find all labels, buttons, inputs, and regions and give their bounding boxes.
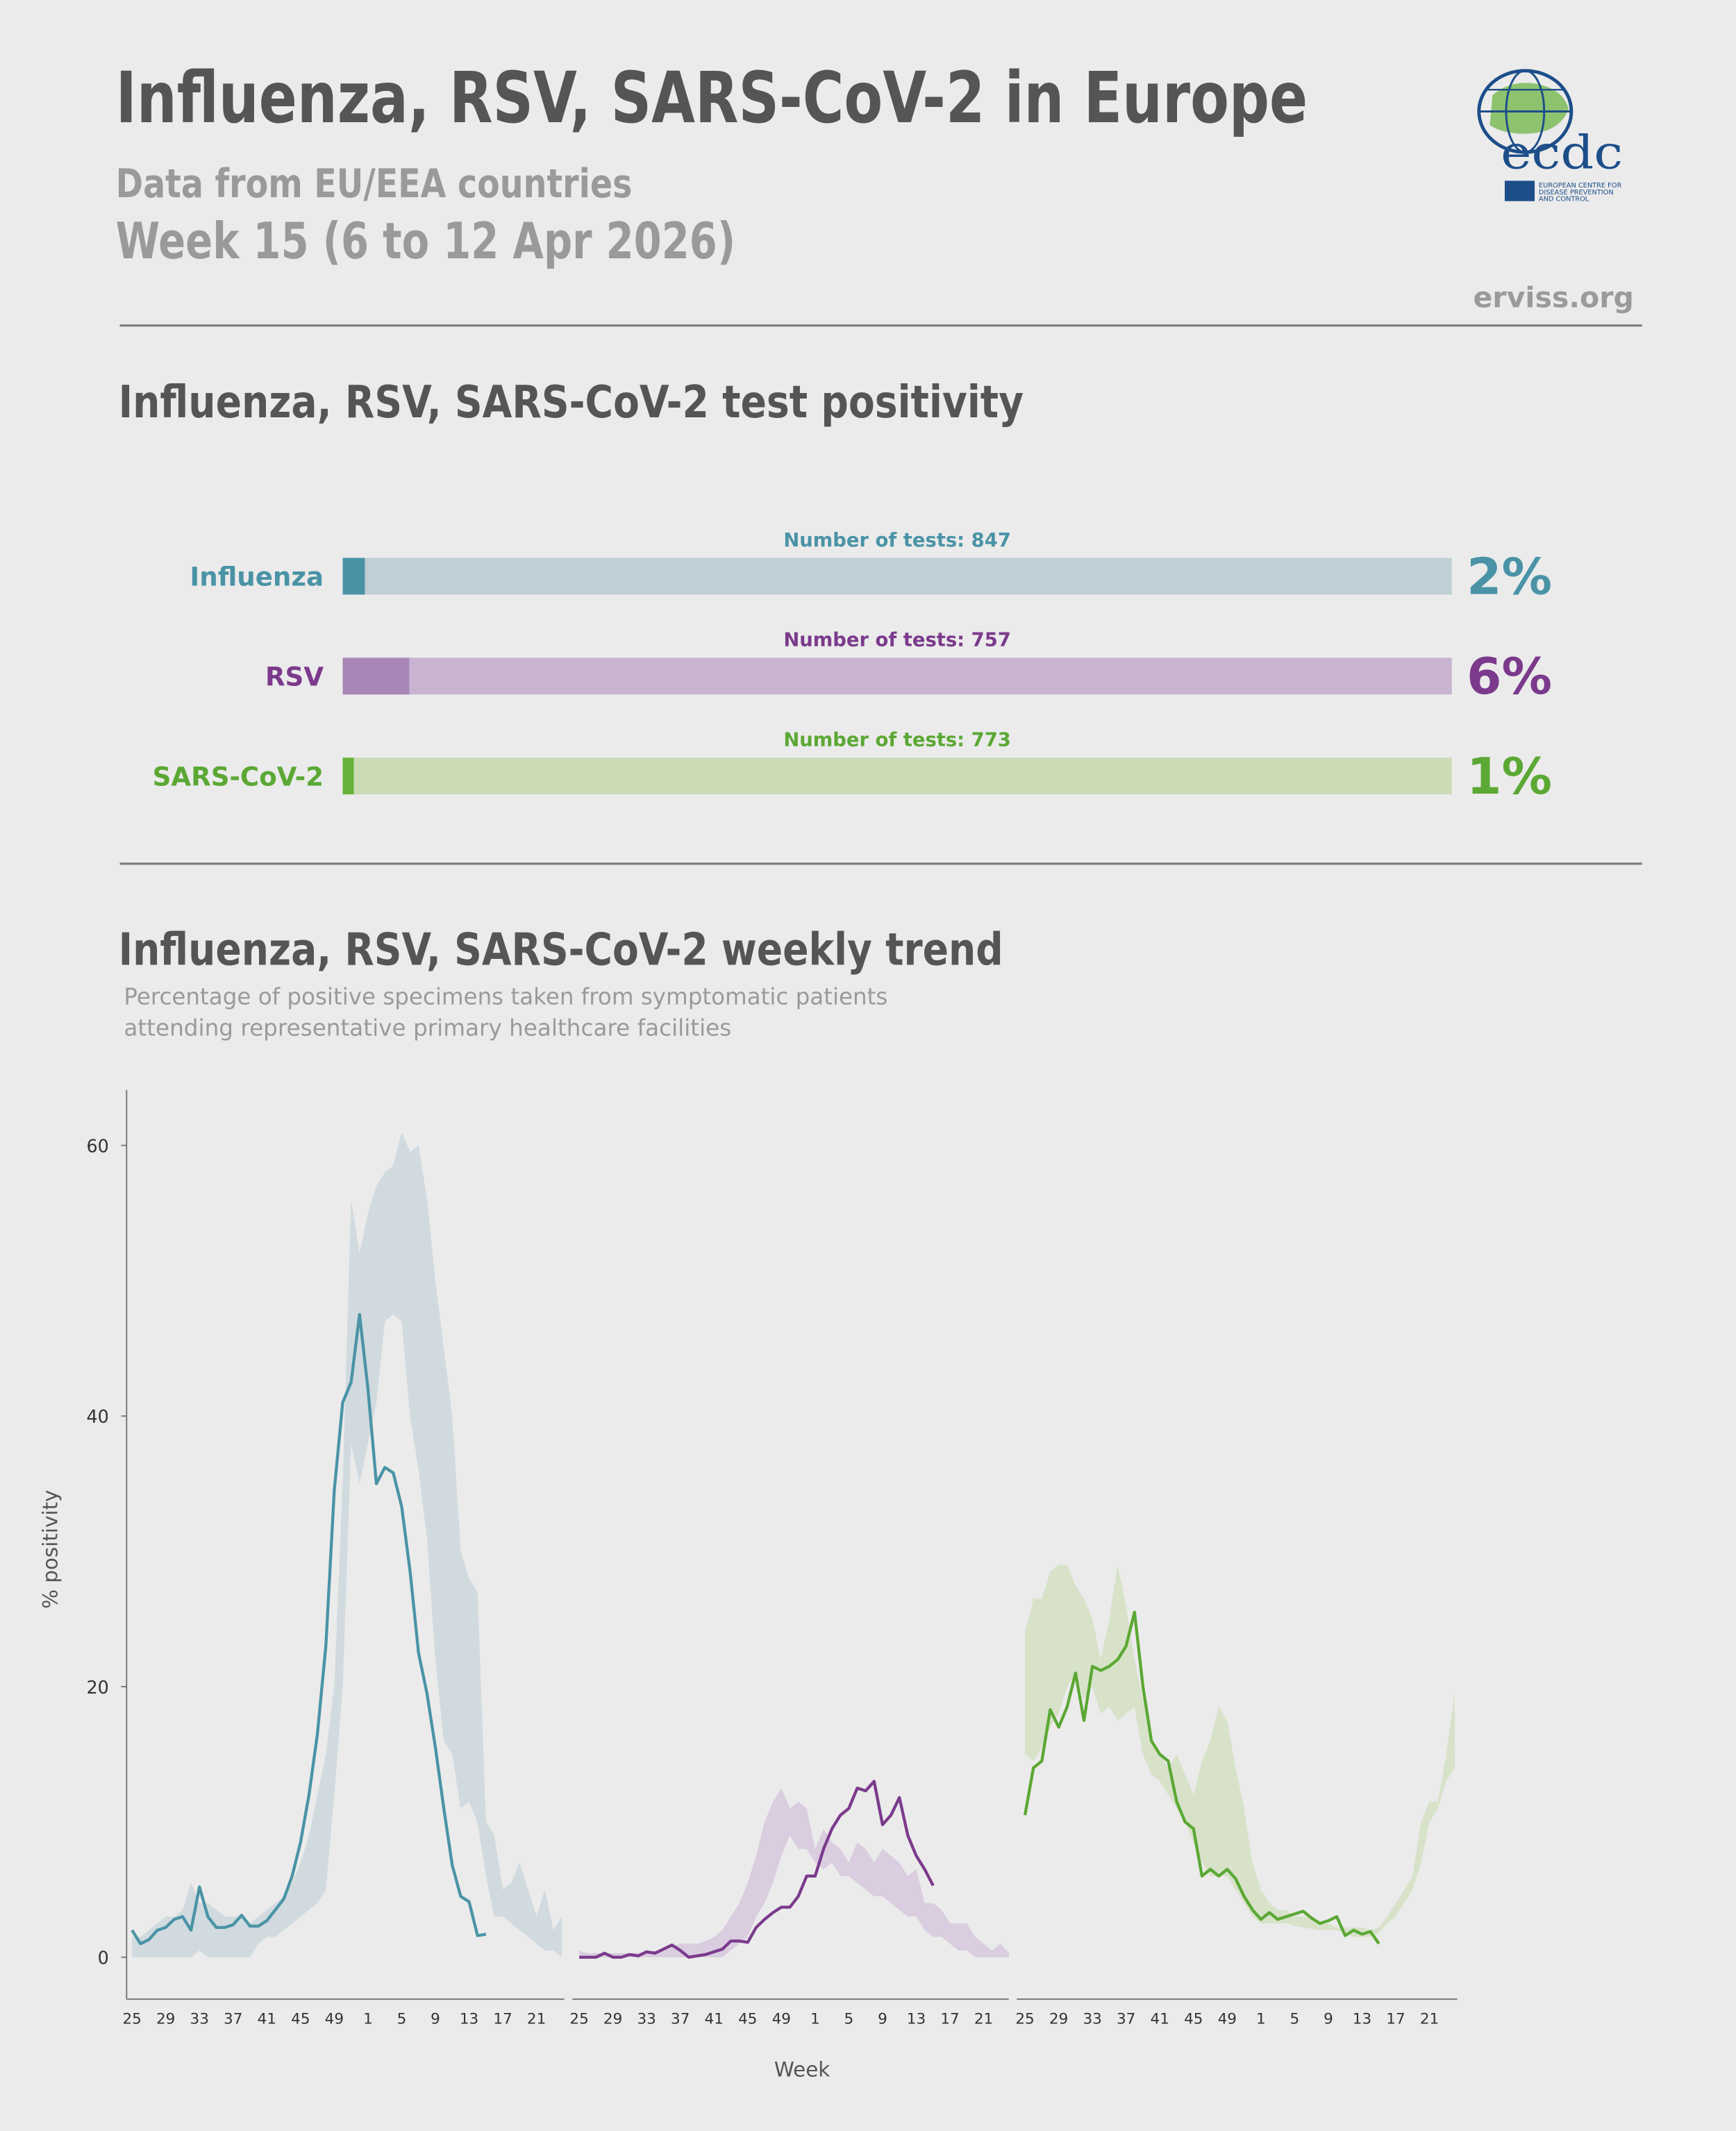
value-label: 2% (1467, 548, 1552, 606)
x-tick-label: 13 (460, 2010, 478, 2028)
logo-text: EUROPEAN CENTRE FOR (1539, 182, 1622, 190)
x-tick-label: 1 (1256, 2010, 1266, 2028)
x-tick-label: 29 (156, 2010, 175, 2028)
source-label: erviss.org (1473, 281, 1633, 314)
value-label: 6% (1467, 648, 1552, 706)
positivity-bars: Influenza Number of tests: 847 2% RSV Number… (153, 530, 1553, 806)
x-tick-label: 49 (1218, 2010, 1237, 2028)
x-tick-label: 13 (907, 2010, 926, 2028)
x-tick-label: 33 (1083, 2010, 1101, 2028)
x-tick-label: 21 (527, 2010, 546, 2028)
chart-title: Influenza, RSV, SARS-CoV-2 weekly trend (119, 924, 1003, 976)
y-tick-label: 20 (86, 1677, 108, 1698)
bar (342, 558, 365, 595)
y-axis-label: % positivity (38, 1490, 62, 1609)
x-tick-label: 29 (1049, 2010, 1068, 2028)
x-tick-label: 45 (738, 2010, 757, 2028)
page-title: Influenza, RSV, SARS-CoV-2 in Europe (116, 58, 1308, 140)
x-tick-label: 49 (325, 2010, 344, 2028)
tests-label: Number of tests: 847 (783, 530, 1011, 551)
chart-subtitle: Percentage of positive specimens taken f… (124, 983, 887, 1010)
x-tick-label: 25 (569, 2010, 588, 2028)
x-tick-label: 17 (940, 2010, 959, 2028)
bar-track (342, 558, 1452, 595)
value-label: 1% (1467, 748, 1552, 806)
x-tick-label: 13 (1353, 2010, 1371, 2028)
x-tick-label: 9 (878, 2010, 887, 2028)
x-tick-label: 5 (397, 2010, 407, 2028)
bar-track (342, 658, 1452, 695)
range-band (1025, 1564, 1455, 1937)
y-tick-label: 60 (86, 1135, 108, 1156)
trend-chart: 0 20 40 60 25 29 33 37 41 45 49 1 5 9 13 17 21 25 29 33 37 41… (86, 1132, 1458, 2028)
x-tick-label: 17 (493, 2010, 512, 2028)
x-tick-label: 41 (705, 2010, 724, 2028)
bar-label: SARS-CoV-2 (153, 761, 324, 792)
logo-text: DISEASE PREVENTION (1539, 189, 1614, 197)
x-tick-label: 5 (1290, 2010, 1300, 2028)
bar-label: RSV (265, 661, 324, 692)
x-tick-label: 9 (431, 2010, 440, 2028)
range-band (132, 1132, 562, 1957)
y-tick-label: 0 (98, 1948, 109, 1969)
bar-track (342, 758, 1452, 795)
section-title: Influenza, RSV, SARS-CoV-2 test positivi… (119, 376, 1024, 428)
line (1023, 1610, 1380, 1945)
x-tick-label: 41 (258, 2010, 276, 2028)
logo: ecdc EUROPEAN CENTRE FOR DISEASE PREVENT… (1477, 69, 1623, 203)
bar-label: Influenza (190, 562, 324, 592)
logo-land (1489, 83, 1569, 134)
logo-text: AND CONTROL (1539, 196, 1589, 203)
line (579, 1780, 935, 1959)
logo-name: ecdc (1501, 126, 1623, 180)
bar (342, 758, 354, 795)
x-tick-label: 5 (844, 2010, 854, 2028)
x-tick-label: 49 (772, 2010, 791, 2028)
x-tick-label: 1 (810, 2010, 820, 2028)
x-tick-label: 37 (224, 2010, 242, 2028)
y-tick-label: 40 (86, 1406, 108, 1427)
x-tick-label: 37 (1117, 2010, 1135, 2028)
logo-flag (1504, 181, 1535, 201)
x-tick-label: 21 (1420, 2010, 1439, 2028)
x-tick-label: 37 (671, 2010, 690, 2028)
tests-label: Number of tests: 757 (783, 630, 1011, 651)
x-tick-label: 33 (637, 2010, 656, 2028)
x-tick-label: 9 (1324, 2010, 1333, 2028)
x-tick-label: 25 (1015, 2010, 1034, 2028)
line (131, 1313, 487, 1946)
x-tick-label: 45 (291, 2010, 310, 2028)
x-tick-label: 45 (1184, 2010, 1203, 2028)
x-tick-label: 17 (1386, 2010, 1405, 2028)
page-subtitle: Data from EU/EEA countries (116, 161, 633, 207)
week-label: Week 15 (6 to 12 Apr 2026) (116, 212, 736, 271)
x-tick-label: 1 (363, 2010, 373, 2028)
x-tick-label: 21 (974, 2010, 993, 2028)
x-axis-label: Week (774, 2058, 830, 2082)
range-band (579, 1788, 1009, 1957)
tests-label: Number of tests: 773 (783, 730, 1011, 751)
chart-subtitle: attending representative primary healthc… (124, 1014, 731, 1041)
x-tick-label: 29 (603, 2010, 622, 2028)
x-tick-label: 25 (122, 2010, 141, 2028)
x-tick-label: 41 (1151, 2010, 1169, 2028)
x-tick-label: 33 (190, 2010, 209, 2028)
bar (342, 658, 410, 695)
